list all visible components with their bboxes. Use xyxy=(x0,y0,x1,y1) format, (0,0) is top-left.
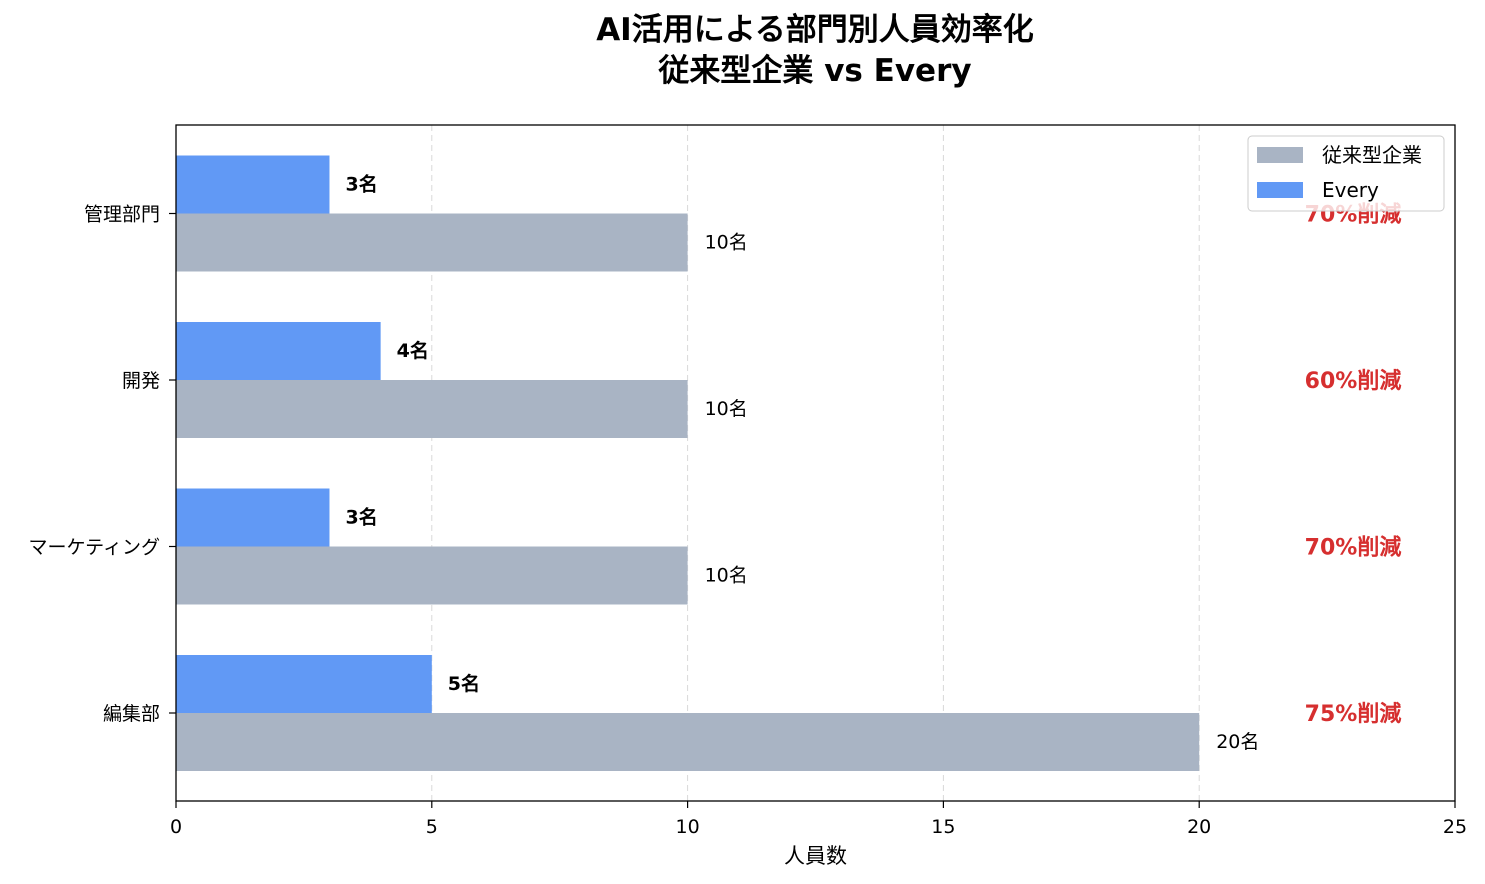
bar-every xyxy=(176,488,330,547)
chart-title: AI活用による部門別人員効率化 xyxy=(596,12,1034,48)
legend-swatch-every xyxy=(1257,182,1303,198)
value-label-every: 4名 xyxy=(397,339,429,362)
bar-traditional xyxy=(176,213,688,272)
value-label-traditional: 20名 xyxy=(1216,731,1259,753)
x-tick-label: 10 xyxy=(676,816,700,838)
x-tick-label: 25 xyxy=(1443,816,1467,838)
x-axis-label: 人員数 xyxy=(784,844,847,868)
bar-traditional xyxy=(176,380,688,438)
legend-swatch-traditional xyxy=(1257,147,1303,163)
value-label-traditional: 10名 xyxy=(705,398,748,420)
bar-every xyxy=(176,155,330,214)
y-tick-label: 管理部門 xyxy=(84,204,160,226)
y-tick-label: マーケティング xyxy=(29,537,160,559)
value-label-traditional: 10名 xyxy=(705,232,748,254)
legend-label-traditional: 従来型企業 xyxy=(1322,143,1422,167)
x-tick-label: 5 xyxy=(426,816,438,838)
legend-label-every: Every xyxy=(1322,178,1379,202)
chart-subtitle: 従来型企業 vs Every xyxy=(658,53,972,89)
plot-frame xyxy=(175,124,1456,802)
x-tick-label: 0 xyxy=(170,816,182,838)
bar-every xyxy=(176,655,432,713)
reduction-label: 60%削減 xyxy=(1305,369,1402,394)
value-label-every: 3名 xyxy=(345,173,377,196)
bar-traditional xyxy=(176,713,1200,771)
value-label-every: 3名 xyxy=(345,506,377,529)
reduction-label: 70%削減 xyxy=(1305,536,1402,561)
bar-every xyxy=(176,322,381,380)
value-label-traditional: 10名 xyxy=(705,565,748,587)
reduction-label: 75%削減 xyxy=(1305,702,1402,727)
value-label-every: 5名 xyxy=(448,672,480,695)
x-tick-label: 20 xyxy=(1187,816,1211,838)
y-tick-label: 編集部 xyxy=(103,703,160,725)
bar-traditional xyxy=(176,546,688,605)
x-tick-label: 15 xyxy=(931,816,955,838)
y-tick-label: 開発 xyxy=(122,370,160,392)
